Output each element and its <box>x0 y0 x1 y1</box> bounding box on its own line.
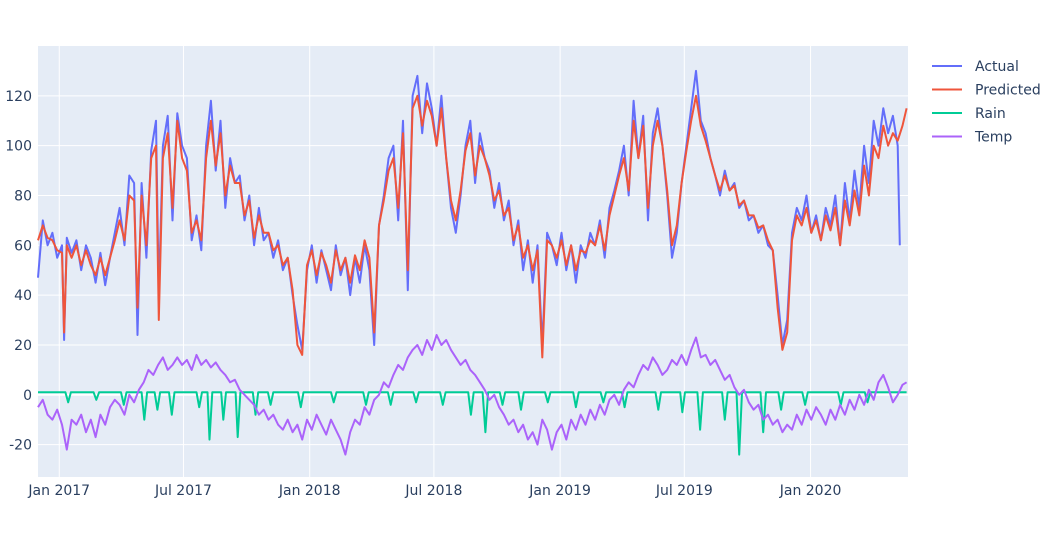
legend-item-temp[interactable]: Temp <box>974 130 1012 146</box>
legend-item-rain[interactable]: Rain <box>975 106 1006 122</box>
x-tick-label: Jul 2019 <box>655 483 713 499</box>
x-tick-label: Jan 2017 <box>27 483 90 499</box>
legend-item-predicted[interactable]: Predicted <box>975 83 1041 99</box>
x-tick-label: Jul 2017 <box>154 483 212 499</box>
legend[interactable]: Actual Predicted Rain Temp <box>932 59 1041 146</box>
y-tick-label: 0 <box>23 388 32 404</box>
x-tick-label: Jan 2020 <box>779 483 842 499</box>
y-tick-label: 100 <box>5 139 32 155</box>
x-axis-ticks: Jan 2017 Jul 2017 Jan 2018 Jul 2018 Jan 2019… <box>27 483 841 499</box>
y-tick-label: -20 <box>9 438 32 454</box>
series-line-predicted[interactable] <box>37 94 908 359</box>
y-tick-label: 20 <box>14 338 32 354</box>
x-tick-label: Jan 2019 <box>528 483 591 499</box>
series-layer <box>37 69 908 456</box>
series-line-temp[interactable] <box>37 334 908 456</box>
y-tick-label: 60 <box>14 238 32 254</box>
x-tick-label: Jan 2018 <box>278 483 341 499</box>
series-line-rain[interactable] <box>38 391 907 456</box>
x-tick-label: Jul 2018 <box>404 483 462 499</box>
y-tick-label: 80 <box>14 188 32 204</box>
legend-item-actual[interactable]: Actual <box>975 59 1019 75</box>
y-tick-label: 40 <box>14 288 32 304</box>
plot-background <box>38 46 908 477</box>
y-axis-ticks: -20 0 20 40 60 80 100 120 <box>5 89 32 454</box>
y-tick-label: 120 <box>5 89 32 105</box>
